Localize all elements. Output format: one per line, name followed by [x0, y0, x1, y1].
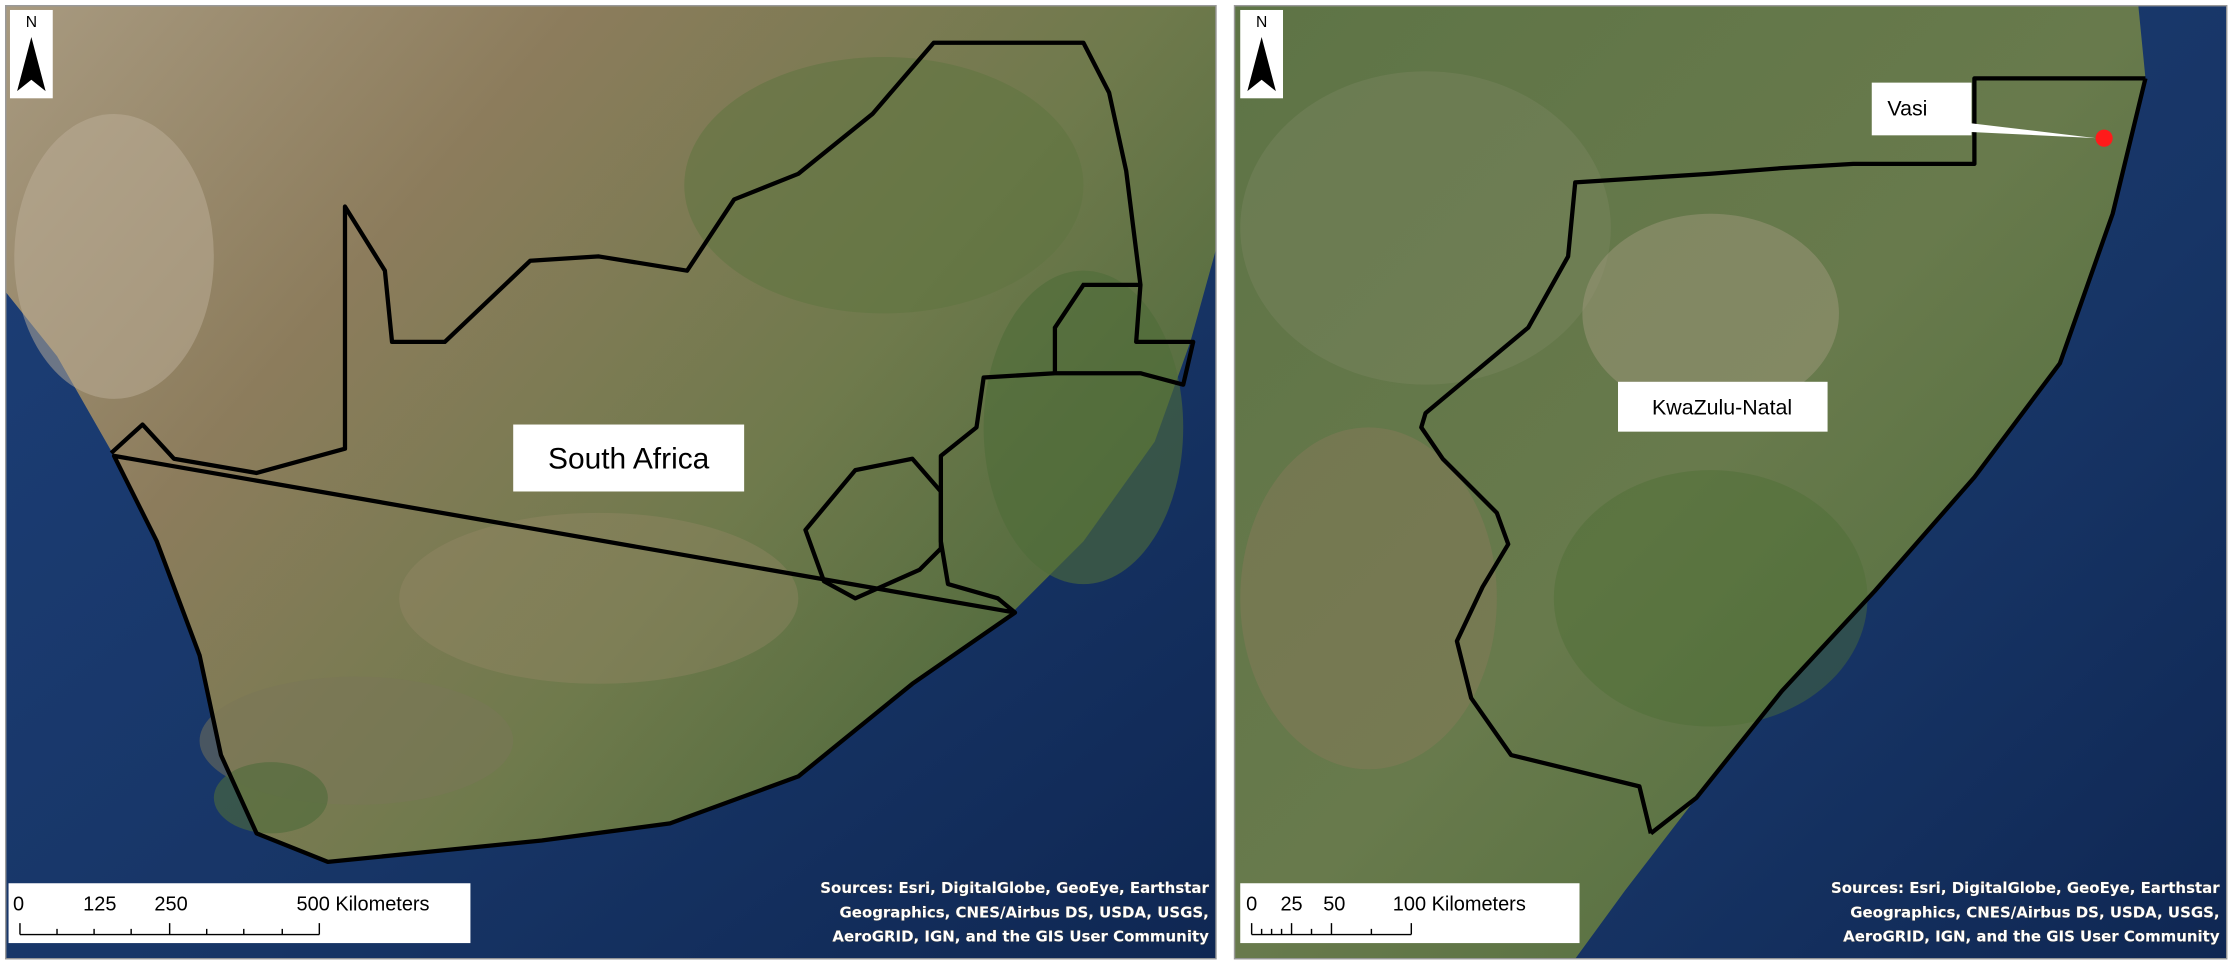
attribution: AeroGRID, IGN, and the GIS User Communit…	[1843, 928, 2220, 946]
site-marker	[2095, 129, 2113, 147]
scale-label: 50	[1323, 893, 1345, 915]
province-boundary	[1419, 76, 2148, 836]
panel-frame	[4, 4, 1217, 960]
attribution: Sources: Esri, DigitalGlobe, GeoEye, Ear…	[820, 879, 1209, 897]
north-label: N	[26, 14, 37, 31]
scale-bar	[8, 883, 471, 944]
site-label: Vasi	[1887, 96, 1927, 120]
scale-label: 25	[1280, 893, 1302, 915]
scale-label: 0	[1246, 893, 1257, 915]
scale-label: 500 Kilometers	[297, 893, 430, 915]
scale-label: 100 Kilometers	[1393, 893, 1526, 915]
label-box	[513, 424, 745, 492]
scale-label: 0	[13, 893, 24, 915]
label-box	[1618, 381, 1828, 432]
label-box	[1871, 82, 1972, 136]
attribution: Geographics, CNES/Airbus DS, USDA, USGS,	[840, 903, 1209, 921]
attribution: Geographics, CNES/Airbus DS, USDA, USGS,	[1850, 903, 2219, 921]
north-arrow-shape	[17, 37, 46, 92]
country-label: South Africa	[548, 443, 710, 476]
attribution: Sources: Esri, DigitalGlobe, GeoEye, Ear…	[1831, 879, 2220, 897]
attribution: AeroGRID, IGN, and the GIS User Communit…	[832, 928, 1209, 946]
scale-label: 250	[154, 893, 187, 915]
land	[1234, 5, 2146, 959]
panel-frame	[1233, 4, 2228, 960]
north-arrow-shape	[1247, 37, 1276, 92]
province-label: KwaZulu-Natal	[1652, 396, 1792, 420]
scale-bar	[1240, 883, 1580, 944]
country-boundary	[109, 40, 1196, 865]
leader	[1953, 121, 2096, 139]
scale-label: 125	[83, 893, 116, 915]
map-kwazulu-natal	[1234, 5, 2227, 959]
lesotho-boundary	[803, 456, 944, 601]
north-label: N	[1256, 14, 1267, 31]
